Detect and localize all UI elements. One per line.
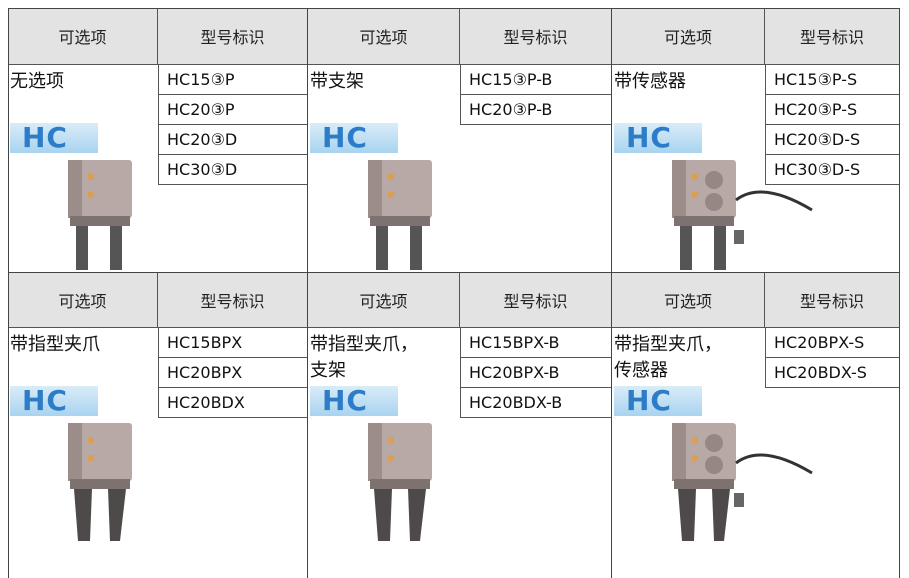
model-cell: HC15BPX-B <box>460 328 612 358</box>
column-border <box>8 8 9 272</box>
product-image <box>68 160 132 270</box>
model-cell: HC20③P <box>158 95 308 125</box>
option-label: 带指型夹爪， 支架 <box>310 334 418 381</box>
option-label: 无选项 <box>10 71 64 92</box>
series-logo: HC <box>10 386 98 416</box>
column-border <box>899 272 900 578</box>
model-cell: HC20③P-B <box>460 95 612 125</box>
column-border <box>307 8 308 272</box>
series-logo: HC <box>310 123 398 153</box>
header-cell: 型号标识 <box>765 8 900 65</box>
header-cell: 可选项 <box>8 272 158 328</box>
model-cell: HC20BPX-B <box>460 358 612 388</box>
option-label: 带支架 <box>310 71 364 92</box>
column-border <box>307 272 308 578</box>
model-cell: HC15③P-S <box>765 65 900 95</box>
model-cell: HC20③D-S <box>765 125 900 155</box>
series-logo: HC <box>614 123 702 153</box>
option-label: 带指型夹爪， 传感器 <box>614 334 722 381</box>
model-cell: HC20BDX <box>158 388 308 418</box>
series-logo: HC <box>10 123 98 153</box>
product-image <box>672 423 813 541</box>
product-image <box>368 423 432 541</box>
option-label: 带指型夹爪 <box>10 334 100 355</box>
header-cell: 可选项 <box>308 272 460 328</box>
option-label: 带传感器 <box>614 71 686 92</box>
header-cell: 可选项 <box>612 272 765 328</box>
model-cell: HC15③P <box>158 65 308 95</box>
model-cell: HC20BPX-S <box>765 328 900 358</box>
product-image <box>672 160 813 270</box>
header-cell: 可选项 <box>612 8 765 65</box>
series-logo: HC <box>310 386 398 416</box>
header-cell: 可选项 <box>8 8 158 65</box>
column-border <box>8 272 9 578</box>
row-border <box>8 8 900 9</box>
model-cell: HC20BDX-B <box>460 388 612 418</box>
header-cell: 型号标识 <box>158 272 308 328</box>
product-image <box>368 160 432 270</box>
header-cell: 型号标识 <box>765 272 900 328</box>
model-cell: HC20BPX <box>158 358 308 388</box>
series-logo: HC <box>614 386 702 416</box>
column-border <box>899 8 900 272</box>
header-cell: 型号标识 <box>460 8 612 65</box>
model-cell: HC20③D <box>158 125 308 155</box>
model-cell: HC20BDX-S <box>765 358 900 388</box>
product-image <box>68 423 132 541</box>
header-cell: 型号标识 <box>158 8 308 65</box>
model-cell: HC30③D <box>158 155 308 185</box>
header-cell: 可选项 <box>308 8 460 65</box>
model-cell: HC15BPX <box>158 328 308 358</box>
column-border <box>611 8 612 272</box>
model-cell: HC20③P-S <box>765 95 900 125</box>
column-border <box>611 272 612 578</box>
model-cell: HC30③D-S <box>765 155 900 185</box>
model-cell: HC15③P-B <box>460 65 612 95</box>
row-border <box>8 272 900 273</box>
header-cell: 型号标识 <box>460 272 612 328</box>
